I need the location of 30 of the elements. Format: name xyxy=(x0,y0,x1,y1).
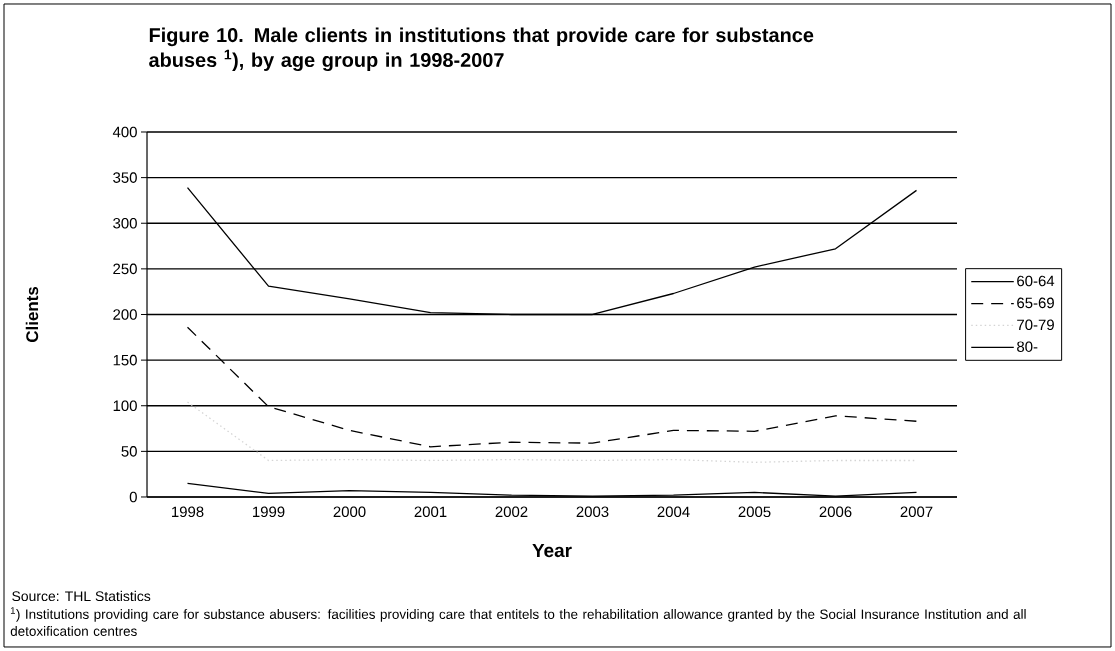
y-tick-label: 250 xyxy=(113,263,137,275)
y-tick-label: 200 xyxy=(113,309,137,320)
legend-label: 80- xyxy=(1017,341,1038,352)
y-tick-label: 400 xyxy=(112,126,137,138)
y-axis-title: Clients xyxy=(25,286,39,343)
chart-title: Figure 10. Male clients in institutions that provide care for substance abuses $^{1}$), by age group in 1998-2007 xyxy=(149,27,814,72)
x-axis-title: Year xyxy=(532,543,572,558)
x-tick-label: 2004 xyxy=(657,506,690,518)
source-note: Source: THL Statistics xyxy=(12,590,151,602)
x-tick-label: 2006 xyxy=(819,506,852,518)
line-series xyxy=(186,326,918,448)
text: $^{1}$) Institutions providing care for substance abusers: facilities providing care that entitels to the rehabilitation allowance granted by the Social Insurance Institution and all detoxification centres xyxy=(10,607,1026,636)
x-tick-label: 2005 xyxy=(738,506,771,518)
legend-label: 60-64 xyxy=(1017,275,1055,287)
line-series xyxy=(186,187,918,316)
x-tick-label: 2007 xyxy=(900,506,933,518)
x-tick-label: 1998 xyxy=(172,506,204,518)
y-tick-label: 0 xyxy=(129,491,137,503)
x-tick-label: 2000 xyxy=(333,506,366,518)
x-tick-label: 1999 xyxy=(253,506,285,518)
x-tick-label: 2003 xyxy=(576,506,609,518)
y-tick-label: 100 xyxy=(113,400,137,412)
y-tick-label: 350 xyxy=(113,172,137,183)
y-tick-label: 150 xyxy=(113,354,137,366)
x-tick-label: 2001 xyxy=(414,506,447,518)
legend-label: 70-79 xyxy=(1017,319,1054,331)
x-tick-label: 2002 xyxy=(495,506,528,518)
legend-label: 65-69 xyxy=(1017,297,1054,309)
y-tick-label: 300 xyxy=(113,217,137,229)
y-tick-label: 50 xyxy=(121,446,137,457)
